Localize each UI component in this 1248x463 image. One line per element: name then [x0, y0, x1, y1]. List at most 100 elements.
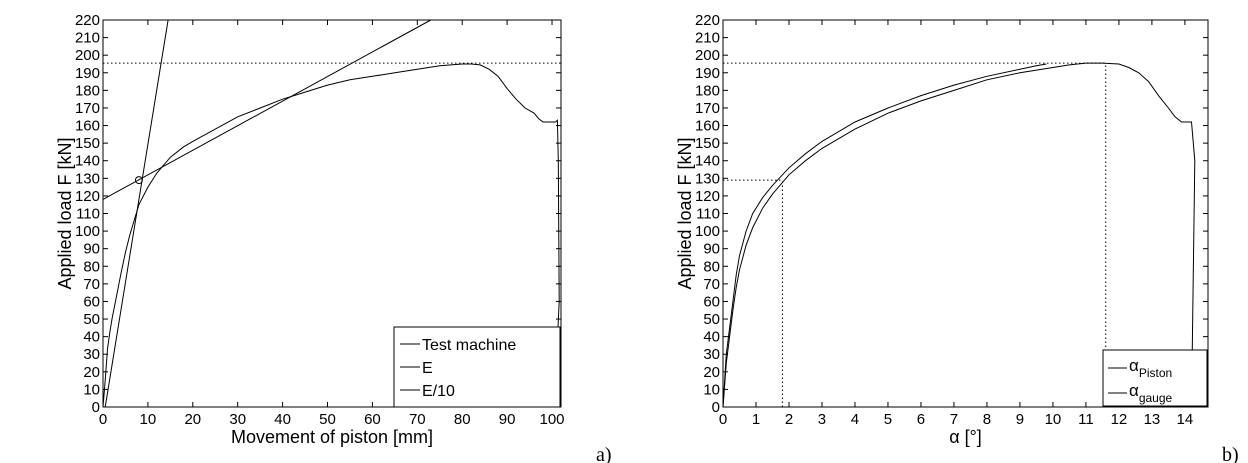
y-tick-label: 80 [703, 258, 720, 275]
y-tick-label: 0 [712, 399, 720, 416]
y-tick-label: 70 [83, 276, 100, 293]
y-tick-label: 10 [83, 381, 100, 398]
y-tick-label: 20 [83, 364, 100, 381]
y-ticks-a: 0102030405060708090100110120130140150160… [75, 12, 561, 416]
x-tick-label: 0 [99, 411, 107, 428]
y-tick-label: 170 [75, 100, 100, 117]
x-tick-label: 20 [184, 411, 201, 428]
x-tick-label: 70 [409, 411, 426, 428]
x-tick-label: 10 [140, 411, 157, 428]
x-tick-label: 5 [884, 411, 892, 428]
series-line-e-10 [102, 19, 432, 200]
legend-entry: Test machine [422, 337, 516, 354]
y-tick-label: 120 [695, 188, 720, 205]
series-line--piston [722, 62, 1196, 408]
y-tick-label: 180 [75, 82, 100, 99]
legend-box [1102, 349, 1208, 407]
chart-panel-b: 0 1 2 3 4 5 6 7 8 9 10 11 12 13 14 0102030405060708090… [675, 12, 1239, 463]
y-tick-label: 150 [695, 135, 720, 152]
x-tick-label: 14 [1177, 411, 1194, 428]
y-tick-label: 140 [75, 153, 100, 170]
plot-frame-b [722, 19, 1209, 408]
series-group-b [722, 62, 1196, 408]
y-tick-label: 40 [703, 329, 720, 346]
y-tick-label: 100 [695, 223, 720, 240]
legend-entry: αPiston [1129, 356, 1172, 380]
y-tick-label: 160 [695, 118, 720, 135]
x-ticks-a: 0 10 20 30 40 50 60 70 80 90 100 [99, 20, 565, 428]
x-tick-label: 40 [274, 411, 291, 428]
y-tick-label: 40 [83, 329, 100, 346]
series-line--gauge [722, 63, 1047, 408]
x-axis-label-a: Movement of piston [mm] [231, 427, 433, 447]
legend-subscript: Piston [1139, 366, 1172, 380]
x-tick-label: 10 [1045, 411, 1062, 428]
y-tick-label: 190 [75, 65, 100, 82]
y-tick-label: 70 [703, 276, 720, 293]
y-ticks-b: 0102030405060708090100110120130140150160… [695, 12, 1208, 416]
legend-a: Test machine E E/10 [393, 326, 561, 408]
legend-subscript: gauge [1139, 391, 1173, 405]
y-tick-label: 200 [695, 47, 720, 64]
x-tick-label: 80 [454, 411, 471, 428]
x-tick-label: 7 [950, 411, 958, 428]
y-tick-label: 30 [703, 346, 720, 363]
y-tick-label: 180 [695, 82, 720, 99]
y-tick-label: 110 [696, 206, 720, 223]
y-tick-label: 100 [75, 223, 100, 240]
legend-entry: αgauge [1129, 381, 1173, 405]
y-tick-label: 130 [75, 170, 100, 187]
x-tick-label: 2 [785, 411, 793, 428]
y-tick-label: 200 [75, 47, 100, 64]
series-line-e [104, 19, 169, 408]
y-tick-label: 130 [695, 170, 720, 187]
y-tick-label: 210 [75, 30, 100, 47]
x-tick-label: 8 [983, 411, 991, 428]
legend-entry: E [422, 360, 433, 377]
x-axis-label-b: α [°] [949, 427, 982, 447]
x-tick-label: 0 [719, 411, 727, 428]
legend-symbol: α [1129, 381, 1139, 400]
panel-label-b: b) [1222, 444, 1239, 463]
x-tick-label: 9 [1016, 411, 1024, 428]
legend-box [393, 326, 561, 408]
y-tick-label: 90 [703, 241, 720, 258]
y-tick-label: 220 [75, 12, 100, 29]
y-tick-label: 170 [695, 100, 720, 117]
series-group-a [102, 19, 560, 408]
y-tick-label: 160 [75, 118, 100, 135]
x-tick-label: 60 [364, 411, 381, 428]
x-tick-label: 90 [499, 411, 516, 428]
x-tick-label: 11 [1078, 411, 1094, 428]
y-tick-label: 50 [83, 311, 100, 328]
y-tick-label: 110 [76, 206, 100, 223]
series-line-test-machine [102, 63, 560, 408]
y-tick-label: 90 [83, 241, 100, 258]
y-tick-label: 50 [703, 311, 720, 328]
y-tick-label: 0 [92, 399, 100, 416]
x-tick-label: 1 [752, 411, 760, 428]
legend-symbol: α [1129, 356, 1139, 375]
y-tick-label: 60 [83, 293, 100, 310]
y-tick-label: 210 [695, 30, 720, 47]
y-tick-label: 60 [703, 293, 720, 310]
x-tick-label: 12 [1111, 411, 1128, 428]
y-tick-label: 120 [75, 188, 100, 205]
intersection-marker [134, 176, 143, 185]
y-tick-label: 220 [695, 12, 720, 29]
y-axis-label-a: Applied load F [kN] [55, 137, 75, 289]
y-tick-label: 30 [83, 346, 100, 363]
x-tick-label: 4 [851, 411, 859, 428]
x-tick-label: 6 [917, 411, 925, 428]
panel-label-a: a) [596, 444, 612, 463]
x-tick-label: 30 [229, 411, 246, 428]
y-tick-label: 10 [703, 381, 720, 398]
y-axis-label-b: Applied load F [kN] [675, 137, 695, 289]
y-tick-label: 140 [695, 153, 720, 170]
marker-group-a [134, 176, 143, 185]
y-tick-label: 20 [703, 364, 720, 381]
y-tick-label: 80 [83, 258, 100, 275]
chart-panel-a: 0 10 20 30 40 50 60 70 80 90 100 01020304050607080… [55, 12, 612, 463]
